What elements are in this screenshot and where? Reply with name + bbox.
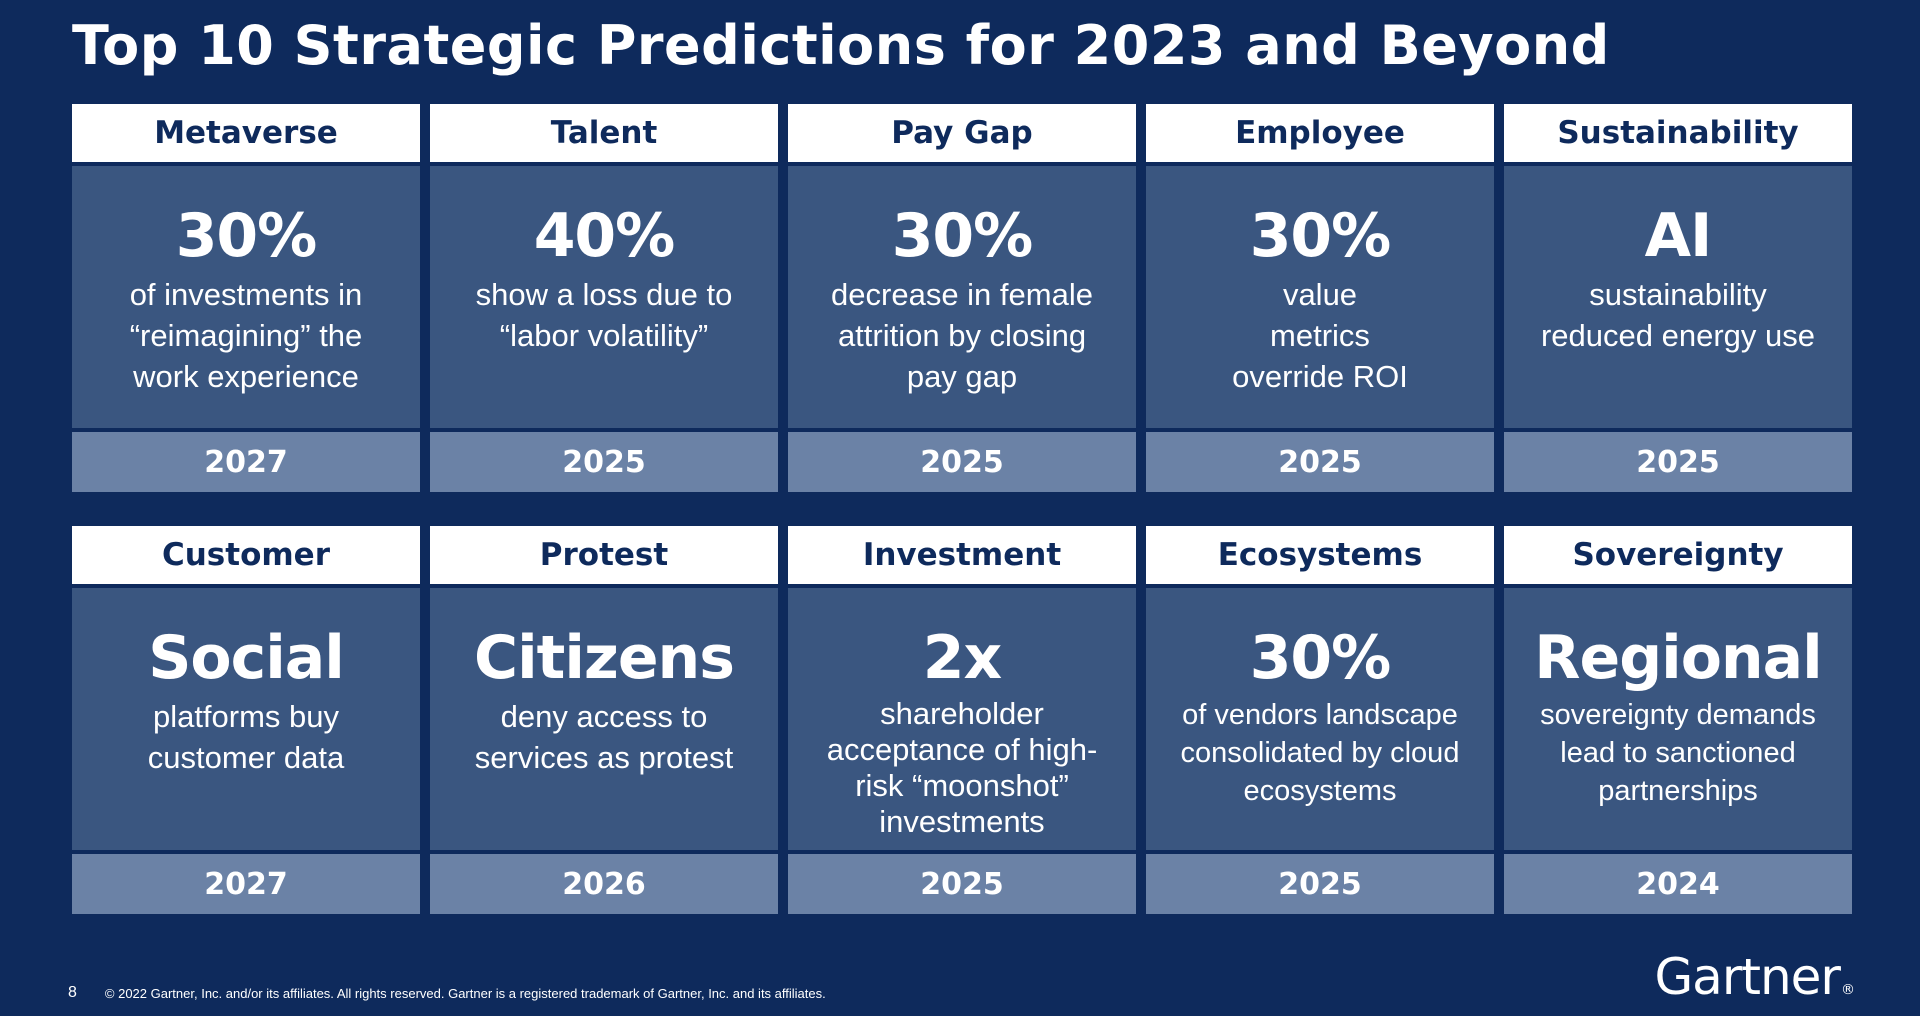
- card-header: Sovereignty: [1504, 526, 1852, 584]
- card-body: AI sustainability reduced energy use: [1504, 166, 1852, 428]
- card-headline: AI: [1644, 201, 1713, 271]
- predictions-grid: Metaverse 30% of investments in “reimagi…: [72, 104, 1852, 914]
- card-body: 30% decrease in female attrition by clos…: [788, 166, 1136, 428]
- registered-mark: ®: [1841, 982, 1855, 998]
- card-header: Investment: [788, 526, 1136, 584]
- card-body: 2x shareholder acceptance of high- risk …: [788, 588, 1136, 850]
- card-description: decrease in female attrition by closing …: [831, 277, 1093, 394]
- logo-text: Gartner: [1654, 948, 1841, 1006]
- card-body: Social platforms buy customer data: [72, 588, 420, 850]
- card-year: 2027: [72, 854, 420, 914]
- gartner-logo: Gartner ®: [1654, 948, 1855, 1006]
- card-header: Customer: [72, 526, 420, 584]
- card-headline: Citizens: [474, 623, 735, 693]
- card-headline: 30%: [175, 201, 318, 271]
- card-header: Sustainability: [1504, 104, 1852, 162]
- card-description: value metrics override ROI: [1232, 277, 1408, 394]
- card-year: 2025: [1504, 432, 1852, 492]
- prediction-card-protest: Protest Citizens deny access to services…: [430, 526, 778, 914]
- card-year: 2025: [430, 432, 778, 492]
- card-header: Employee: [1146, 104, 1494, 162]
- card-year: 2025: [1146, 854, 1494, 914]
- card-year: 2026: [430, 854, 778, 914]
- card-headline: 2x: [922, 623, 1002, 693]
- card-year: 2025: [1146, 432, 1494, 492]
- card-headline: 30%: [891, 201, 1034, 271]
- card-body: 30% of vendors landscape consolidated by…: [1146, 588, 1494, 850]
- card-year: 2024: [1504, 854, 1852, 914]
- card-description: sovereignty demands lead to sanctioned p…: [1540, 699, 1816, 807]
- card-header: Talent: [430, 104, 778, 162]
- prediction-card-pay-gap: Pay Gap 30% decrease in female attrition…: [788, 104, 1136, 492]
- card-description: platforms buy customer data: [147, 699, 345, 775]
- slide-footer: 8 © 2022 Gartner, Inc. and/or its affili…: [68, 984, 826, 1002]
- card-headline: 40%: [533, 201, 676, 271]
- card-year: 2027: [72, 432, 420, 492]
- card-headline: 30%: [1249, 201, 1392, 271]
- prediction-card-talent: Talent 40% show a loss due to “labor vol…: [430, 104, 778, 492]
- card-description: show a loss due to “labor volatility”: [475, 277, 733, 353]
- prediction-card-employee: Employee 30% value metrics override ROI …: [1146, 104, 1494, 492]
- card-headline: Regional: [1534, 623, 1822, 693]
- card-description: shareholder acceptance of high- risk “mo…: [826, 696, 1098, 839]
- card-description: sustainability reduced energy use: [1540, 277, 1816, 353]
- card-description: deny access to services as protest: [474, 699, 734, 775]
- card-body: Citizens deny access to services as prot…: [430, 588, 778, 850]
- card-body: 40% show a loss due to “labor volatility…: [430, 166, 778, 428]
- prediction-card-customer: Customer Social platforms buy customer d…: [72, 526, 420, 914]
- slide-title: Top 10 Strategic Predictions for 2023 an…: [72, 14, 1610, 77]
- prediction-card-sustainability: Sustainability AI sustainability reduced…: [1504, 104, 1852, 492]
- card-headline: Social: [148, 623, 345, 693]
- card-header: Ecosystems: [1146, 526, 1494, 584]
- card-header: Pay Gap: [788, 104, 1136, 162]
- prediction-card-sovereignty: Sovereignty Regional sovereignty demands…: [1504, 526, 1852, 914]
- page-number: 8: [68, 984, 77, 1001]
- card-year: 2025: [788, 432, 1136, 492]
- card-body: 30% of investments in “reimagining” the …: [72, 166, 420, 428]
- card-header: Protest: [430, 526, 778, 584]
- card-headline: 30%: [1249, 623, 1392, 693]
- prediction-card-metaverse: Metaverse 30% of investments in “reimagi…: [72, 104, 420, 492]
- copyright-text: © 2022 Gartner, Inc. and/or its affiliat…: [104, 985, 826, 1001]
- card-body: Regional sovereignty demands lead to san…: [1504, 588, 1852, 850]
- prediction-card-investment: Investment 2x shareholder acceptance of …: [788, 526, 1136, 914]
- card-body: 30% value metrics override ROI: [1146, 166, 1494, 428]
- card-year: 2025: [788, 854, 1136, 914]
- prediction-card-ecosystems: Ecosystems 30% of vendors landscape cons…: [1146, 526, 1494, 914]
- card-header: Metaverse: [72, 104, 420, 162]
- card-description: of vendors landscape consolidated by clo…: [1180, 699, 1460, 807]
- card-description: of investments in “reimagining” the work…: [129, 277, 363, 394]
